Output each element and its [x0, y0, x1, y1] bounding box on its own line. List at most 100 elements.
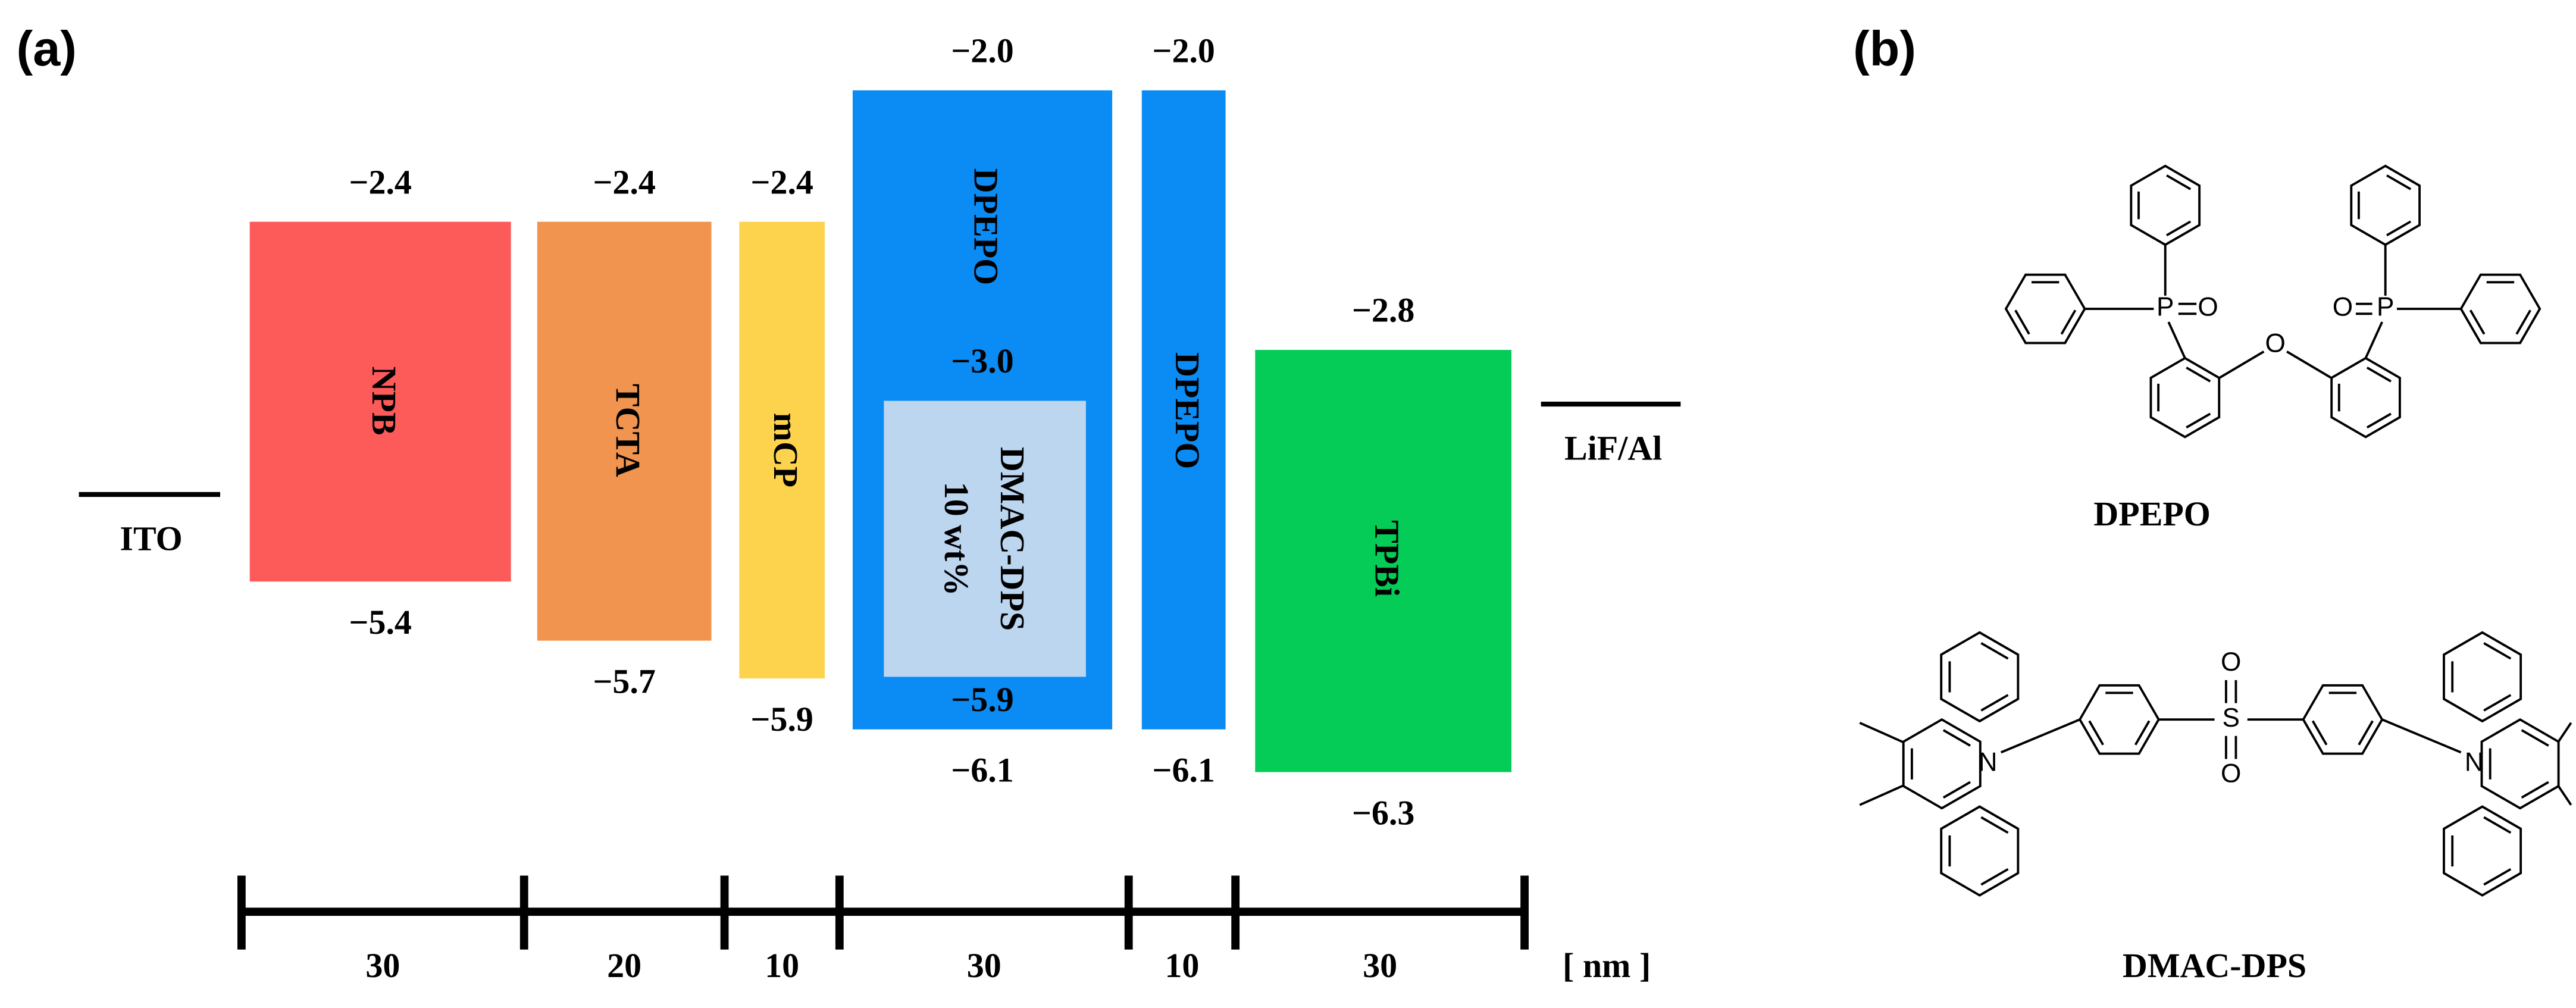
atom-label: S [2222, 703, 2239, 732]
ring [2130, 164, 2201, 246]
homo-level: −5.4 [349, 603, 412, 641]
ring [2149, 356, 2221, 439]
bond [2060, 309, 2077, 335]
atom-label: O [2198, 293, 2218, 322]
ring [2004, 273, 2086, 345]
ring [1940, 805, 2020, 897]
bond [2166, 220, 2192, 237]
homo-level: −5.9 [750, 700, 813, 738]
layer-label: TPBi [1367, 520, 1406, 597]
ring [2459, 273, 2541, 345]
atom-label: P [2377, 293, 2394, 322]
atom-label: N [2465, 747, 2484, 777]
structure-name: DMAC-DPS [2123, 946, 2306, 985]
layer-label: DPEPO [967, 168, 1006, 285]
bond [2556, 784, 2572, 806]
layer-label: NPB [365, 367, 403, 436]
bond [2186, 367, 2211, 383]
bond [1980, 816, 2009, 834]
thickness-label: 30 [1363, 946, 1397, 985]
bond [1942, 781, 1971, 799]
thickness-label: 20 [607, 946, 641, 985]
atom-label: O [2333, 293, 2353, 322]
bond [1980, 868, 2009, 886]
bond [2515, 309, 2531, 335]
layer-label: TCTA [609, 384, 647, 477]
structure-name: DPEPO [2093, 494, 2210, 533]
ring [1940, 631, 2020, 723]
bond [2381, 718, 2462, 754]
layer [1141, 90, 1226, 730]
bond [2218, 350, 2265, 379]
bond [2166, 174, 2192, 190]
bond [2366, 412, 2392, 429]
thickness-label: 30 [967, 946, 1001, 985]
bond [2167, 321, 2186, 359]
bond [2556, 722, 2572, 743]
bond [2483, 642, 2512, 660]
lumo-level: −2.4 [750, 162, 813, 201]
dopant-lumo: −3.0 [951, 342, 1014, 380]
layer [739, 221, 825, 679]
bond [1980, 642, 2009, 660]
bond [2483, 816, 2512, 834]
panel-label: (a) [17, 21, 77, 76]
layer [537, 221, 712, 641]
bond [2366, 367, 2392, 383]
bond [2386, 220, 2412, 237]
bond [2286, 350, 2332, 379]
ring [2078, 684, 2160, 755]
bond [2483, 868, 2512, 886]
thickness-label: 30 [365, 946, 400, 985]
layer [1255, 350, 1511, 772]
bond [2386, 174, 2412, 190]
bond [2358, 720, 2374, 746]
thickness-label: 10 [1165, 946, 1199, 985]
homo-level: −6.1 [1152, 751, 1215, 790]
dopant-concentration: 10 wt% [937, 482, 976, 596]
ring [2443, 631, 2522, 723]
ring [1902, 718, 1982, 810]
dopant-homo: −5.9 [951, 680, 1014, 719]
lumo-level: −2.0 [1152, 31, 1215, 70]
bond [2483, 694, 2512, 712]
lumo-level: −2.8 [1352, 291, 1415, 330]
bond [2088, 720, 2104, 746]
layer-label: DPEPO [1168, 352, 1207, 469]
ring [2350, 164, 2421, 246]
electrode-label: ITO [120, 519, 182, 558]
bond [2469, 309, 2486, 335]
bond [1859, 721, 1905, 744]
bond [2521, 729, 2549, 747]
layer [249, 221, 511, 582]
ring [2302, 684, 2384, 755]
ring [2480, 718, 2560, 810]
bond [2521, 781, 2549, 799]
atom-label: O [2265, 328, 2286, 358]
ring [2443, 805, 2522, 897]
bond [2186, 412, 2211, 429]
bond [1942, 729, 1971, 747]
atom-label: N [1979, 747, 1998, 777]
thickness-unit: [ nm ] [1563, 946, 1651, 985]
atom-label: O [2221, 647, 2241, 677]
bond [1980, 694, 2009, 712]
bond [2014, 309, 2030, 335]
ring [2330, 356, 2401, 439]
lumo-level: −2.4 [593, 162, 656, 201]
panel-label: (b) [1853, 21, 1916, 76]
bond [2311, 720, 2328, 746]
dopant-region [884, 400, 1086, 677]
homo-level: −6.3 [1352, 793, 1415, 832]
electrode-label: LiF/Al [1564, 429, 1662, 468]
thickness-label: 10 [765, 946, 799, 985]
atom-label: O [2221, 759, 2241, 788]
lumo-level: −2.4 [349, 162, 412, 201]
dopant-label: DMAC-DPS [993, 447, 1032, 631]
atom-label: P [2156, 293, 2174, 322]
bond [1859, 784, 1905, 806]
lumo-level: −2.0 [951, 31, 1014, 70]
